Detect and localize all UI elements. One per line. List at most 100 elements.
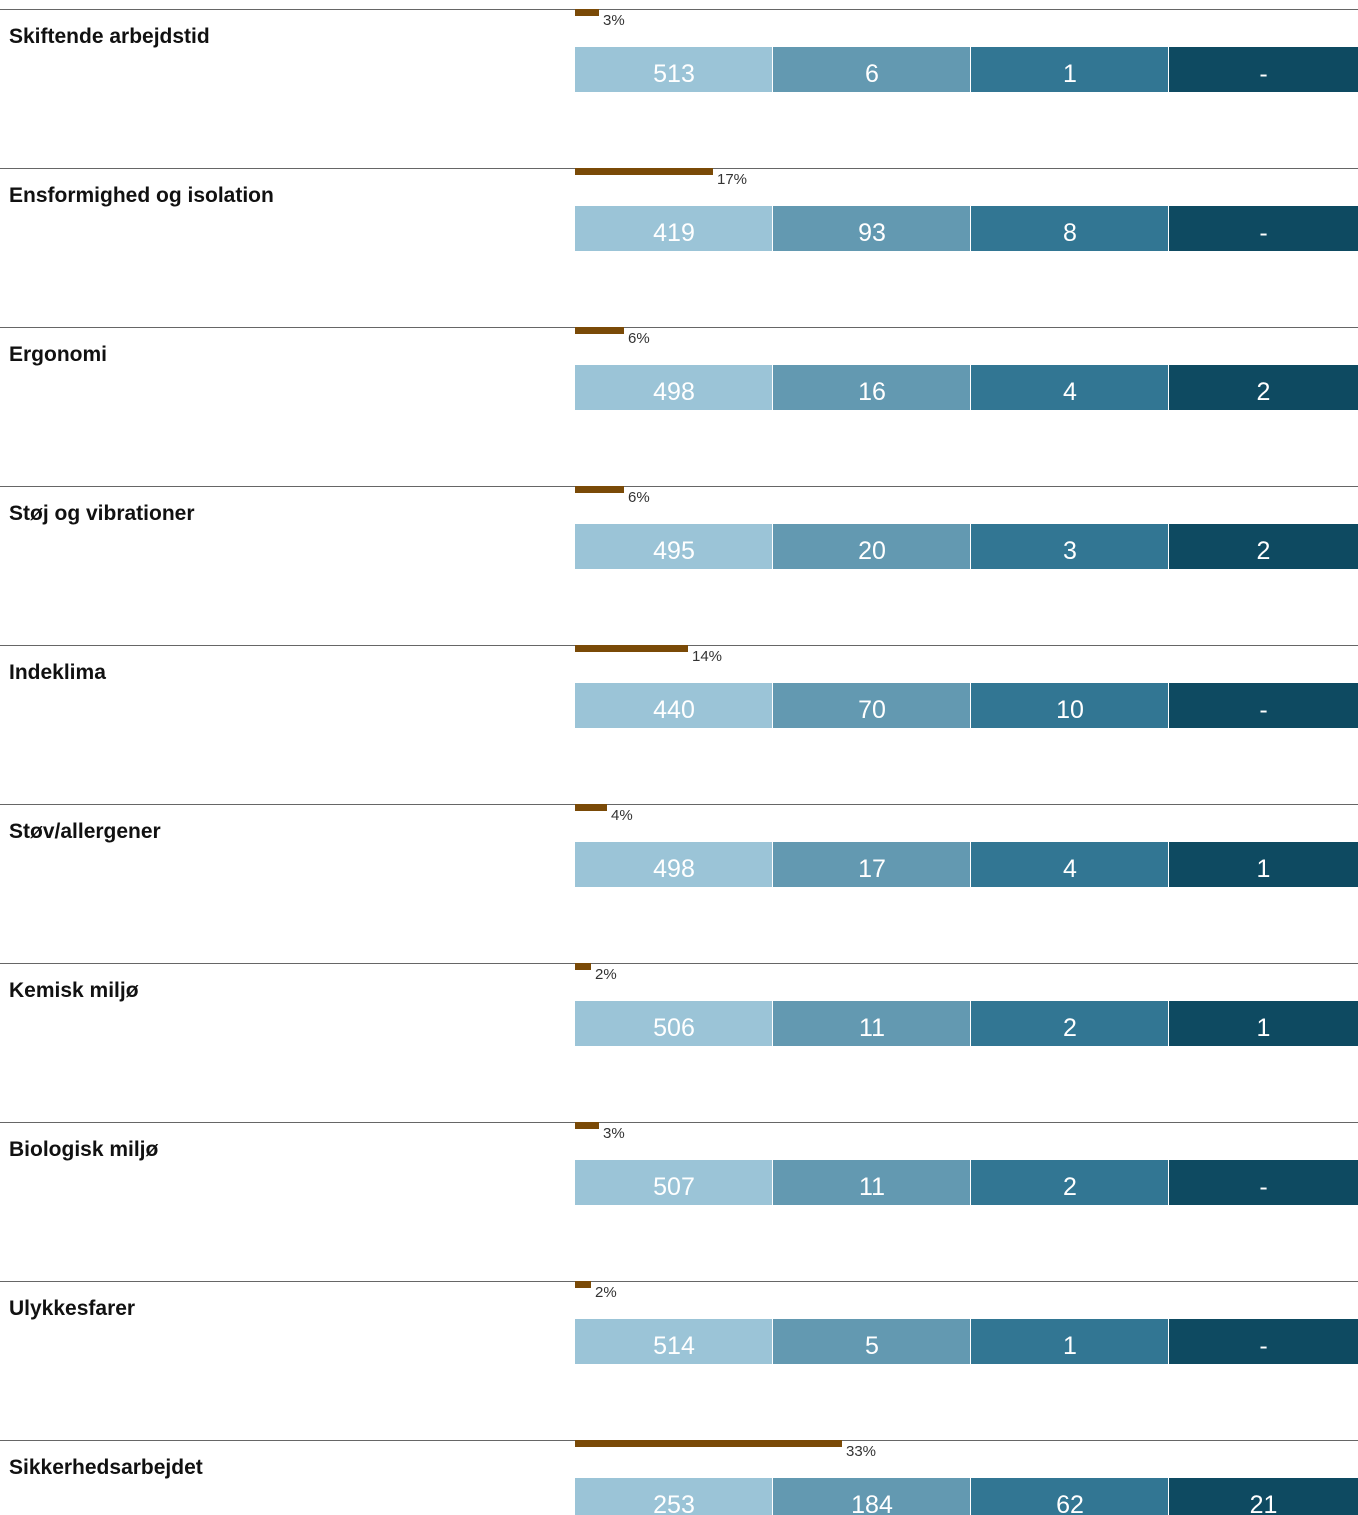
percent-label: 3% — [603, 1125, 625, 1142]
segment-label: 1 — [1257, 855, 1271, 883]
row-label: Støv/allergener — [9, 820, 161, 843]
segment-label: 16 — [858, 378, 886, 406]
percent-bar — [575, 327, 624, 334]
row-label: Sikkerhedsarbejdet — [9, 1456, 203, 1479]
segment-label: 62 — [1056, 1491, 1084, 1515]
segment-label: 184 — [851, 1491, 893, 1515]
segment-label: 11 — [859, 1173, 885, 1201]
segment-label: 498 — [653, 378, 695, 406]
segment-bar — [773, 1001, 970, 1046]
segment-bar — [1169, 1001, 1358, 1046]
segment-bar — [773, 206, 970, 251]
segment-bar — [971, 1160, 1168, 1205]
percent-label: 4% — [611, 807, 633, 824]
percent-bar — [575, 9, 599, 16]
row-label: Kemisk miljø — [9, 979, 139, 1002]
percent-label: 2% — [595, 966, 617, 983]
segment-bar — [773, 524, 970, 569]
percent-label: 33% — [846, 1443, 876, 1460]
segment-bar — [1169, 1319, 1358, 1364]
segment-label: 4 — [1063, 855, 1077, 883]
segment-bar — [773, 683, 970, 728]
segment-label: 1 — [1063, 60, 1077, 88]
segment-bar — [971, 1319, 1168, 1364]
segment-label: 419 — [653, 219, 695, 247]
row-label: Ensformighed og isolation — [9, 184, 274, 207]
segment-label: 495 — [653, 537, 695, 565]
segment-bar — [575, 206, 772, 251]
segment-label: - — [1259, 60, 1267, 88]
segment-bar — [971, 1001, 1168, 1046]
segment-bar — [971, 524, 1168, 569]
segment-label: 1 — [1257, 1014, 1271, 1042]
segment-label: 498 — [653, 855, 695, 883]
segment-label: 2 — [1257, 537, 1271, 565]
segment-bar — [575, 1478, 772, 1515]
segment-bar — [971, 206, 1168, 251]
segment-bar — [971, 683, 1168, 728]
segment-label: 4 — [1063, 378, 1077, 406]
segment-bar — [971, 1478, 1168, 1515]
segment-label: 2 — [1063, 1014, 1077, 1042]
segment-bar — [773, 1478, 970, 1515]
segment-label: 21 — [1250, 1491, 1278, 1515]
segment-bar — [971, 47, 1168, 92]
segment-bar — [575, 365, 772, 410]
row-label: Ergonomi — [9, 343, 107, 366]
percent-bar — [575, 1122, 599, 1129]
segment-label: - — [1259, 1332, 1267, 1360]
segment-label: 8 — [1063, 219, 1077, 247]
percent-bar — [575, 645, 688, 652]
segment-label: - — [1259, 219, 1267, 247]
segment-label: 17 — [858, 855, 886, 883]
segment-bar — [1169, 1478, 1358, 1515]
segment-label: 440 — [653, 696, 695, 724]
segment-bar — [575, 524, 772, 569]
segment-bar — [1169, 365, 1358, 410]
percent-label: 3% — [603, 12, 625, 29]
percent-bar — [575, 1440, 842, 1447]
percent-bar — [575, 804, 607, 811]
segment-label: - — [1259, 696, 1267, 724]
segment-label: 70 — [858, 696, 886, 724]
segment-bar — [575, 842, 772, 887]
segment-label: 2 — [1063, 1173, 1077, 1201]
segment-label: 507 — [653, 1173, 695, 1201]
segment-label: 1 — [1063, 1332, 1077, 1360]
segment-bar — [773, 365, 970, 410]
row-label: Indeklima — [9, 661, 106, 684]
percent-bar — [575, 1281, 591, 1288]
segment-bar — [575, 1160, 772, 1205]
segment-bar — [1169, 524, 1358, 569]
segment-label: 513 — [653, 60, 695, 88]
segment-bar — [575, 47, 772, 92]
percent-label: 6% — [628, 330, 650, 347]
percent-bar — [575, 963, 591, 970]
segment-label: 6 — [865, 60, 879, 88]
row-label: Skiftende arbejdstid — [9, 25, 210, 48]
segment-bar — [575, 683, 772, 728]
segment-label: 514 — [653, 1332, 695, 1360]
segment-label: 11 — [859, 1014, 885, 1042]
segment-bar — [575, 1319, 772, 1364]
segment-bar — [575, 1001, 772, 1046]
percent-label: 6% — [628, 489, 650, 506]
segment-label: 2 — [1257, 378, 1271, 406]
segment-bar — [1169, 842, 1358, 887]
segment-bar — [773, 842, 970, 887]
segment-bar — [1169, 1160, 1358, 1205]
row-label: Ulykkesfarer — [9, 1297, 135, 1320]
segment-label: 506 — [653, 1014, 695, 1042]
segment-label: 20 — [858, 537, 886, 565]
segment-bar — [773, 1319, 970, 1364]
segment-bar — [1169, 683, 1358, 728]
percent-label: 14% — [692, 648, 722, 665]
percent-label: 2% — [595, 1284, 617, 1301]
segment-bar — [773, 47, 970, 92]
segment-bar — [971, 365, 1168, 410]
percent-bar — [575, 486, 624, 493]
segment-bar — [971, 842, 1168, 887]
percent-label: 17% — [717, 171, 747, 188]
row-label: Støj og vibrationer — [9, 502, 195, 525]
